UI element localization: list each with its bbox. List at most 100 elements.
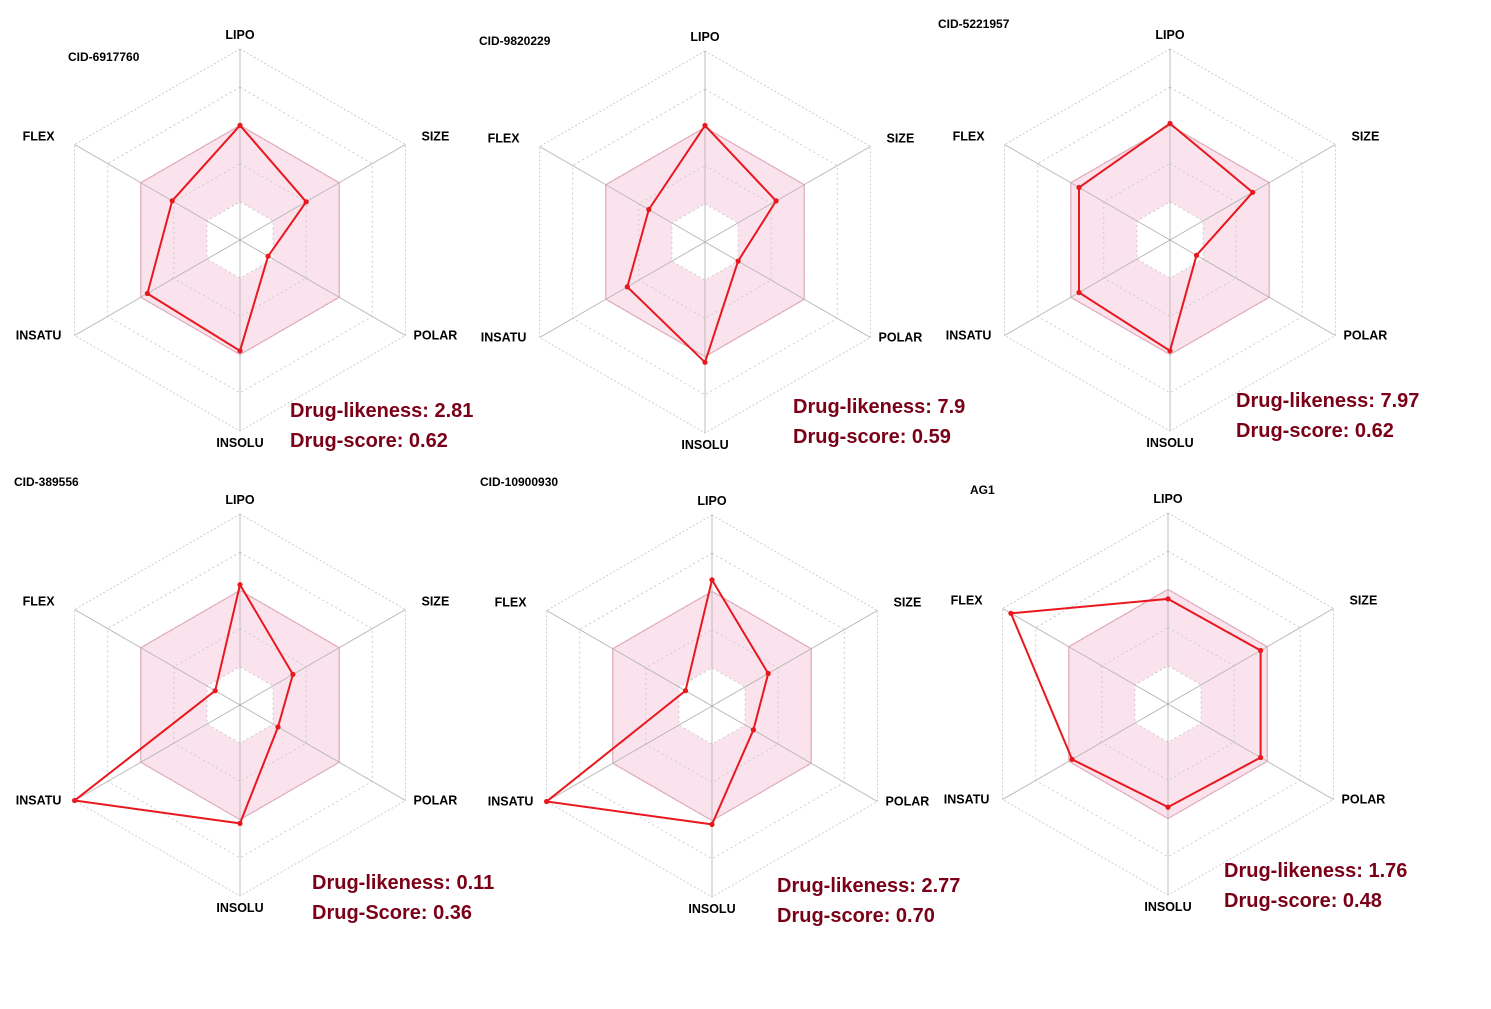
data-point-lipo [709,577,715,583]
radar-panel-1: LIPO SIZE POLAR INSOLU INSATU FLEX CID-6917760… [0,0,480,470]
axis-spoke-size [239,144,406,241]
axis-label-lipo: LIPO [690,30,719,44]
axis-label-polar: POLAR [886,795,930,809]
axis-label-polar: POLAR [414,329,458,343]
data-point-flex [1076,184,1082,191]
data-point-lipo [1165,596,1171,602]
axis-label-insolu: INSOLU [1146,436,1193,450]
axis-spoke-flex [1002,608,1169,705]
data-point-insolu [702,359,708,365]
axis-spoke-insatu [539,241,706,338]
data-point-lipo [1167,120,1173,127]
data-point-polar [275,724,281,730]
data-point-polar [1258,754,1264,761]
data-point-insolu [1165,804,1171,810]
axis-label-flex: FLEX [495,596,528,610]
drug-likeness-label: Drug-likeness: 0.11 [312,872,495,894]
axis-label-polar: POLAR [414,794,458,808]
radar-panel-3: LIPO SIZE POLAR INSOLU INSATU FLEX CID-5221957… [930,0,1419,470]
drug-likeness-label: Drug-likeness: 2.81 [290,400,474,422]
data-point-insolu [237,348,243,354]
axis-label-flex: FLEX [951,594,984,608]
radar-chart-3: LIPO SIZE POLAR INSOLU INSATU FLEX [946,28,1388,450]
axis-spoke-polar [711,705,878,802]
data-point-size [765,670,771,677]
drug-score-label: Drug-score: 0.62 [290,430,448,452]
axis-label-size: SIZE [894,596,922,610]
axis-label-size: SIZE [1350,594,1378,608]
axis-label-flex: FLEX [23,595,56,609]
data-point-size [1258,647,1264,654]
axis-label-lipo: LIPO [225,493,254,507]
axis-spoke-insatu [1004,239,1171,336]
axis-label-lipo: LIPO [1155,28,1184,42]
data-point-lipo [237,122,243,128]
data-point-insolu [237,820,243,826]
compound-title: CID-10900930 [480,475,559,489]
axis-label-polar: POLAR [879,331,923,345]
optimal-range-band [1068,589,1268,819]
data-point-size [303,199,309,205]
data-point-flex [1008,610,1014,616]
axis-spoke-size [711,610,878,707]
data-point-insatu [624,284,630,290]
axis-spoke-polar [1167,703,1334,800]
score-annotation: Drug-likeness: 7.9 Drug-score: 0.59 [793,392,965,452]
axis-label-insolu: INSOLU [681,438,728,452]
axis-spoke-insatu [74,239,241,336]
score-annotation: Drug-likeness: 7.97 Drug-score: 0.62 [1236,386,1419,446]
data-point-flex [212,688,218,694]
data-point-insolu [709,821,715,827]
drug-score-label: Drug-score: 0.70 [777,905,935,927]
drug-score-label: Drug-Score: 0.36 [312,902,473,924]
axis-spoke-flex [1004,144,1171,241]
optimal-range-band [605,127,805,357]
optimal-range-band [140,590,340,820]
compound-title: AG1 [970,483,995,497]
axis-spoke-size [704,146,871,243]
optimal-range-band [1070,125,1270,355]
axis-spoke-polar [704,241,871,338]
data-point-lipo [702,122,708,129]
axis-label-size: SIZE [1352,130,1380,144]
axis-label-lipo: LIPO [697,494,726,508]
axis-label-polar: POLAR [1342,793,1386,807]
axis-label-insatu: INSATU [16,794,62,808]
axis-label-insatu: INSATU [16,329,62,343]
axis-label-flex: FLEX [23,130,56,144]
axis-label-polar: POLAR [1344,329,1388,343]
drug-score-label: Drug-score: 0.62 [1236,420,1394,442]
axis-spoke-flex [74,144,241,241]
score-annotation: Drug-likeness: 0.11 Drug-Score: 0.36 [312,868,494,928]
data-point-insatu [144,290,150,297]
drug-likeness-label: Drug-likeness: 7.9 [793,396,966,418]
data-point-insatu [1076,289,1082,296]
axis-label-insolu: INSOLU [216,436,263,450]
axis-spoke-size [1167,608,1334,705]
radar-chart-2: LIPO SIZE POLAR INSOLU INSATU FLEX [481,30,923,452]
data-point-size [290,671,296,677]
compound-title: CID-9820229 [479,34,551,48]
axis-spoke-insatu [546,705,713,802]
data-point-flex [646,206,652,213]
compound-title: CID-5221957 [938,17,1010,31]
score-annotation: Drug-likeness: 2.81 Drug-score: 0.62 [290,396,473,456]
axis-spoke-size [239,609,406,706]
radar-chart-6: LIPO SIZE POLAR INSOLU INSATU FLEX [944,492,1386,914]
data-point-insatu [1069,756,1075,762]
axis-label-insatu: INSATU [481,331,527,345]
score-annotation: Drug-likeness: 1.76 Drug-score: 0.48 [1224,856,1407,916]
score-annotation: Drug-likeness: 2.77 Drug-score: 0.70 [777,871,960,931]
radar-panel-4: LIPO SIZE POLAR INSOLU INSATU FLEX CID-389556 D… [0,460,494,930]
data-point-polar [750,727,756,733]
data-point-flex [169,198,175,204]
axis-label-insatu: INSATU [944,793,990,807]
axis-label-flex: FLEX [953,130,986,144]
axis-label-size: SIZE [887,132,915,146]
radar-panel-2: LIPO SIZE POLAR INSOLU INSATU FLEX CID-9820229… [465,0,965,470]
axis-spoke-polar [239,704,406,801]
axis-label-lipo: LIPO [225,28,254,42]
data-point-insolu [1167,348,1173,354]
axis-label-size: SIZE [422,130,450,144]
